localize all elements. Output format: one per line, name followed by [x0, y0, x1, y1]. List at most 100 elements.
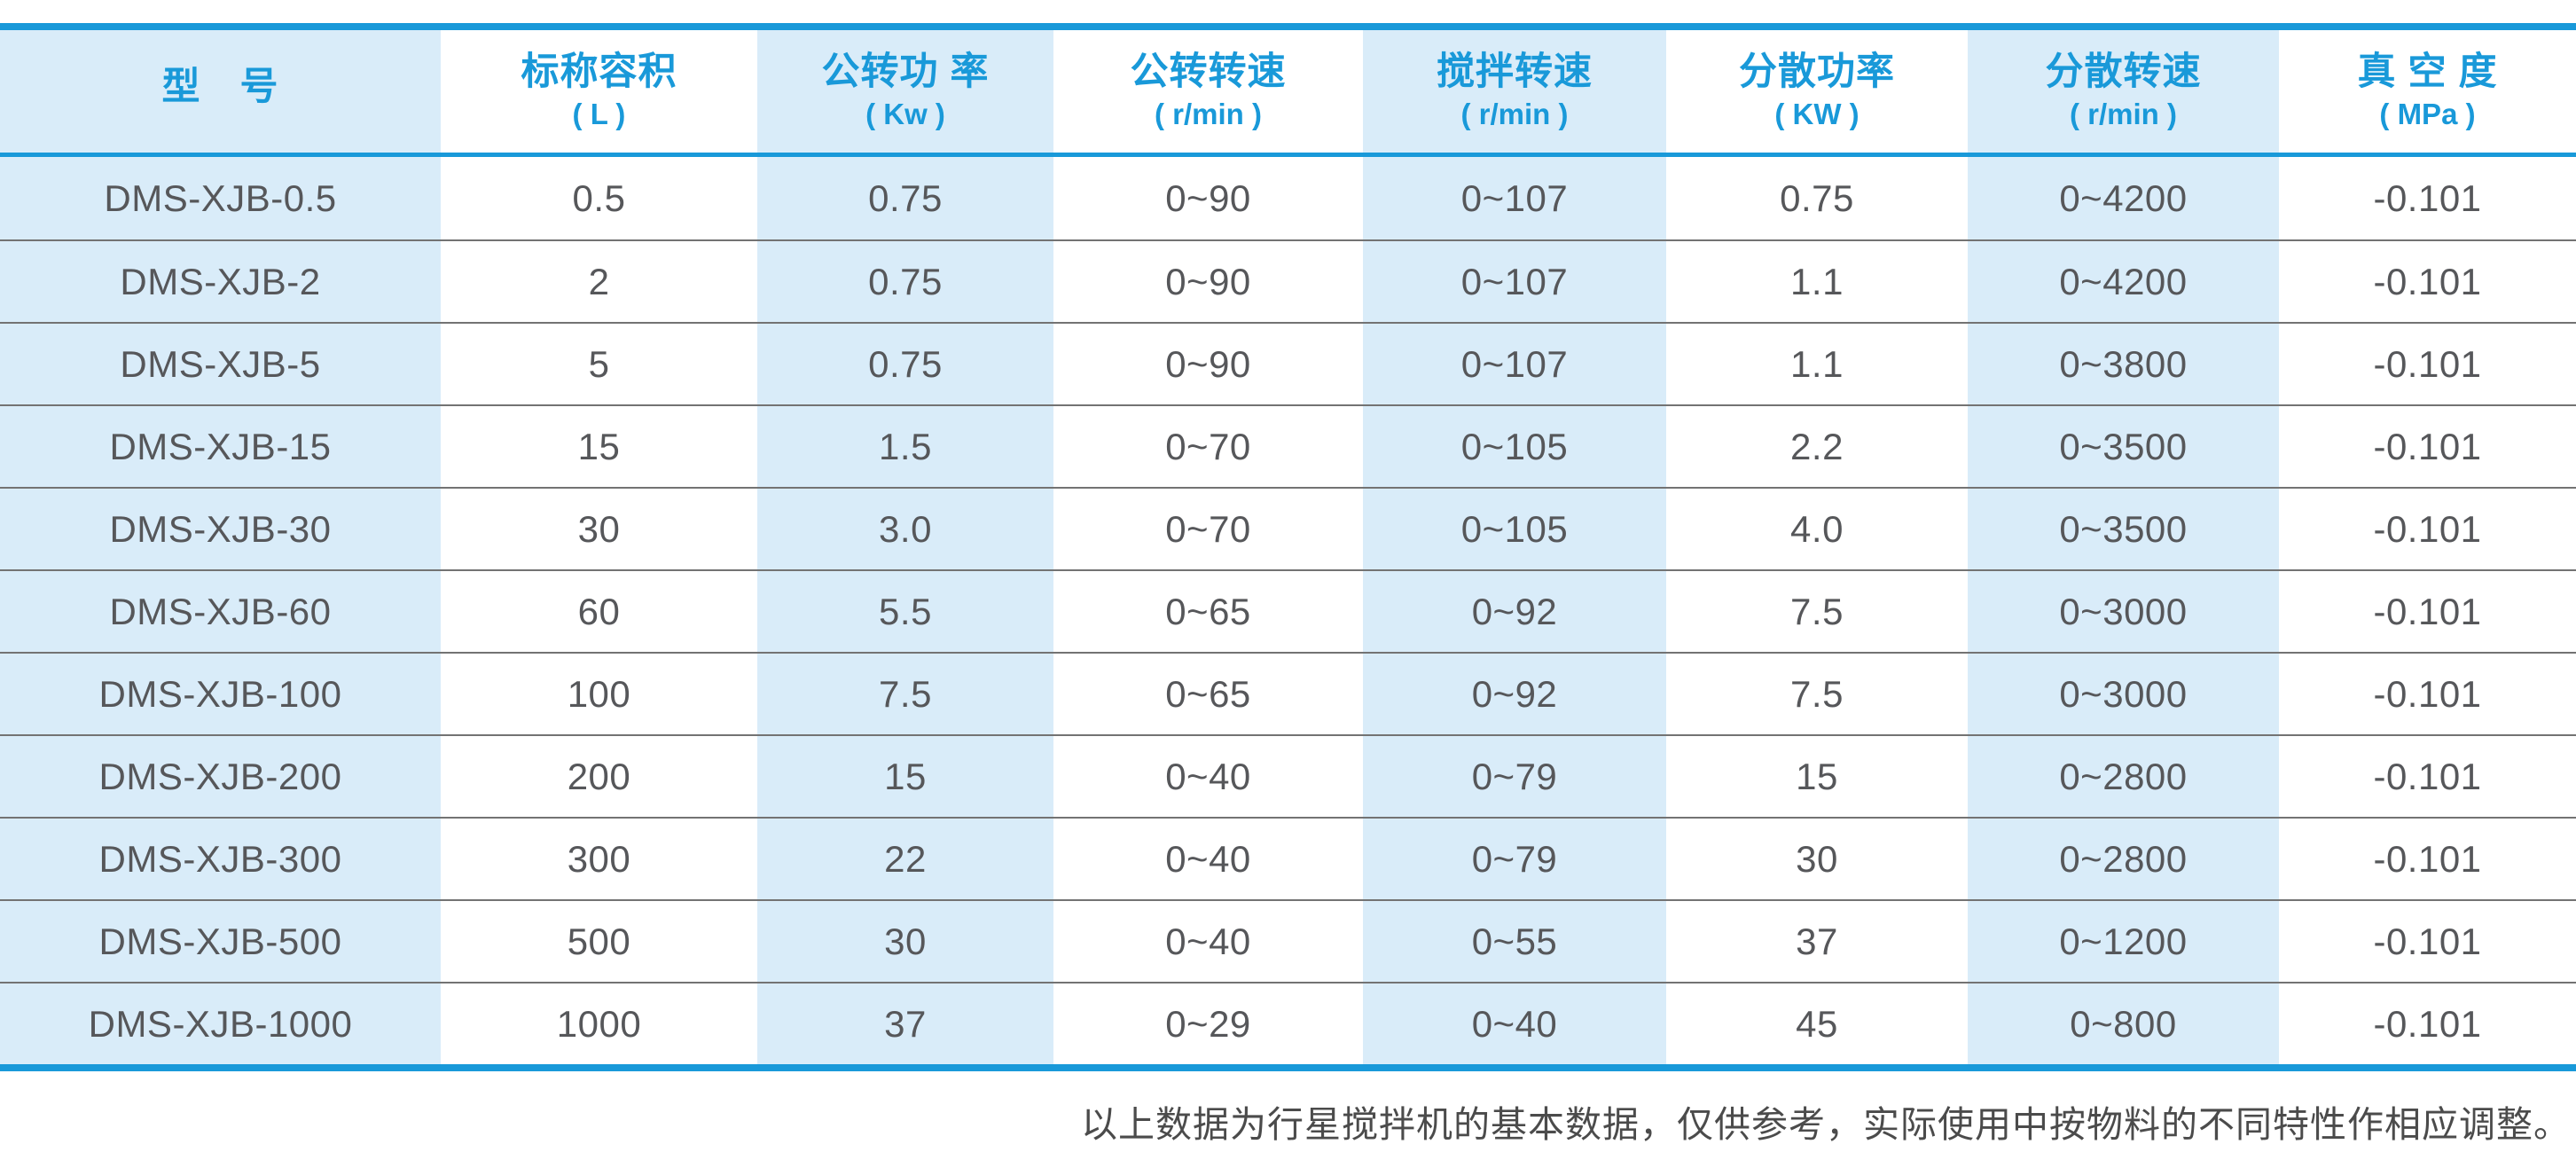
cell-dispersion-speed: 0~2800 — [1968, 734, 2279, 817]
cell-stirring-speed: 0~107 — [1363, 157, 1666, 239]
cell-revolution-power: 37 — [757, 982, 1053, 1064]
cell-vacuum: -0.101 — [2279, 569, 2576, 652]
cell-revolution-speed: 0~29 — [1053, 982, 1363, 1064]
header-unit: ( KW ) — [1774, 98, 1860, 131]
header-unit: ( MPa ) — [2379, 98, 2476, 131]
cell-dispersion-power: 15 — [1666, 734, 1968, 817]
header-revolution-speed: 公转转速 ( r/min ) — [1053, 30, 1363, 153]
header-dispersion-speed: 分散转速 ( r/min ) — [1968, 30, 2279, 153]
table-row: DMS-XJB-0.5 0.5 0.75 0~90 0~107 0.75 0~4200 -0.… — [0, 157, 2576, 239]
cell-vacuum: -0.101 — [2279, 982, 2576, 1064]
top-divider — [0, 23, 2576, 30]
cell-dispersion-speed: 0~2800 — [1968, 817, 2279, 899]
cell-stirring-speed: 0~79 — [1363, 734, 1666, 817]
bottom-divider — [0, 1064, 2576, 1071]
cell-dispersion-speed: 0~3800 — [1968, 322, 2279, 404]
cell-model: DMS-XJB-30 — [0, 487, 441, 569]
cell-capacity: 300 — [441, 817, 757, 899]
cell-model: DMS-XJB-0.5 — [0, 157, 441, 239]
table-header-row: 型 号 标称容积 ( L ) 公转功 率 ( Kw ) 公转转速 ( r/min… — [0, 30, 2576, 153]
cell-capacity: 1000 — [441, 982, 757, 1064]
cell-dispersion-speed: 0~1200 — [1968, 899, 2279, 982]
cell-capacity: 0.5 — [572, 176, 626, 219]
cell-revolution-speed: 0~40 — [1053, 734, 1363, 817]
cell-stirring-speed: 0~107 — [1363, 322, 1666, 404]
header-title: 标称容积 — [521, 51, 677, 94]
cell-stirring-speed: 0~107 — [1363, 239, 1666, 322]
table-row: DMS-XJB-500 500 30 0~40 0~55 37 0~1200 -0.101 — [0, 899, 2576, 982]
cell-capacity: 200 — [441, 734, 757, 817]
cell-revolution-power: 0.75 — [757, 239, 1053, 322]
header-title: 搅拌转速 — [1437, 51, 1593, 94]
header-divider — [0, 153, 2576, 157]
cell-vacuum: -0.101 — [2279, 817, 2576, 899]
cell-revolution-speed: 0~70 — [1053, 404, 1363, 487]
cell-model: DMS-XJB-200 — [0, 734, 441, 817]
table-row: DMS-XJB-5 5 0.75 0~90 0~107 1.1 0~3800 -0.101 — [0, 322, 2576, 404]
cell-dispersion-speed: 0~3500 — [1968, 404, 2279, 487]
cell-capacity: 500 — [441, 899, 757, 982]
cell-dispersion-speed: 0~800 — [1968, 982, 2279, 1064]
header-unit: ( Kw ) — [865, 98, 945, 131]
cell-revolution-power: 30 — [757, 899, 1053, 982]
header-dispersion-power: 分散功率 ( KW ) — [1666, 30, 1968, 153]
cell-capacity: 2 — [441, 239, 757, 322]
cell-dispersion-speed: 0~3000 — [1968, 569, 2279, 652]
cell-stirring-speed: 0~92 — [1363, 652, 1666, 734]
cell-stirring-speed: 0~79 — [1363, 817, 1666, 899]
cell-dispersion-power: 4.0 — [1666, 487, 1968, 569]
cell-revolution-power: 22 — [757, 817, 1053, 899]
table-row: DMS-XJB-30 30 3.0 0~70 0~105 4.0 0~3500 -0.101 — [0, 487, 2576, 569]
cell-model: DMS-XJB-5 — [0, 322, 441, 404]
cell-stirring-speed: 0~105 — [1363, 487, 1666, 569]
cell-revolution-speed: 0~65 — [1053, 652, 1363, 734]
cell-revolution-power: 0.75 — [757, 157, 1053, 239]
cell-revolution-speed: 0~90 — [1053, 322, 1363, 404]
footer-note: 以上数据为行星搅拌机的基本数据，仅供参考，实际使用中按物料的不同特性作相应调整。 — [1081, 1104, 2571, 1145]
header-unit: ( r/min ) — [2070, 98, 2177, 131]
cell-vacuum: -0.101 — [2279, 239, 2576, 322]
cell-model: DMS-XJB-2 — [0, 239, 441, 322]
cell-revolution-speed: 0~70 — [1053, 487, 1363, 569]
table-row: DMS-XJB-300 300 22 0~40 0~79 30 0~2800 -0.101 — [0, 817, 2576, 899]
cell-revolution-speed: 0~90 — [1053, 239, 1363, 322]
cell-dispersion-power: 30 — [1666, 817, 1968, 899]
header-title: 分散转速 — [2045, 51, 2202, 94]
table-body: DMS-XJB-0.5 0.5 0.75 0~90 0~107 0.75 0~4200 -0.… — [0, 157, 2576, 1064]
cell-vacuum: -0.101 — [2279, 322, 2576, 404]
cell-revolution-speed: 0~40 — [1053, 899, 1363, 982]
table-row: DMS-XJB-2 2 0.75 0~90 0~107 1.1 0~4200 -0.101 — [0, 239, 2576, 322]
cell-revolution-speed: 0~40 — [1053, 817, 1363, 899]
cell-vacuum: -0.101 — [2279, 899, 2576, 982]
cell-model: DMS-XJB-15 — [0, 404, 441, 487]
cell-vacuum: -0.101 — [2279, 652, 2576, 734]
header-title: 真 空 度 — [2357, 51, 2498, 94]
cell-model: DMS-XJB-1000 — [0, 982, 441, 1064]
cell-model: DMS-XJB-500 — [0, 899, 441, 982]
cell-capacity: 60 — [441, 569, 757, 652]
header-title: 公转转速 — [1130, 51, 1287, 94]
header-stirring-speed: 搅拌转速 ( r/min ) — [1363, 30, 1666, 153]
header-unit: ( L ) — [572, 98, 626, 131]
cell-dispersion-speed: 0~4200 — [1968, 239, 2279, 322]
cell-capacity: 15 — [441, 404, 757, 487]
cell-revolution-power: 15 — [757, 734, 1053, 817]
cell-vacuum: -0.101 — [2279, 487, 2576, 569]
cell-capacity: 5 — [441, 322, 757, 404]
header-capacity: 标称容积 ( L ) — [441, 30, 757, 153]
table-row: DMS-XJB-15 15 1.5 0~70 0~105 2.2 0~3500 -0.101 — [0, 404, 2576, 487]
cell-revolution-power: 3.0 — [757, 487, 1053, 569]
cell-vacuum: -0.101 — [2279, 734, 2576, 817]
cell-dispersion-power: 37 — [1666, 899, 1968, 982]
header-title: 分散功率 — [1739, 51, 1895, 94]
cell-dispersion-speed: 0~3500 — [1968, 487, 2279, 569]
table-row: DMS-XJB-200 200 15 0~40 0~79 15 0~2800 -0.101 — [0, 734, 2576, 817]
cell-stirring-speed: 0~105 — [1363, 404, 1666, 487]
cell-stirring-speed: 0~40 — [1363, 982, 1666, 1064]
cell-dispersion-power: 1.1 — [1666, 239, 1968, 322]
cell-model: DMS-XJB-100 — [0, 652, 441, 734]
cell-dispersion-power: 0.75 — [1780, 176, 1854, 219]
cell-dispersion-power: 7.5 — [1666, 569, 1968, 652]
cell-model: DMS-XJB-300 — [0, 817, 441, 899]
